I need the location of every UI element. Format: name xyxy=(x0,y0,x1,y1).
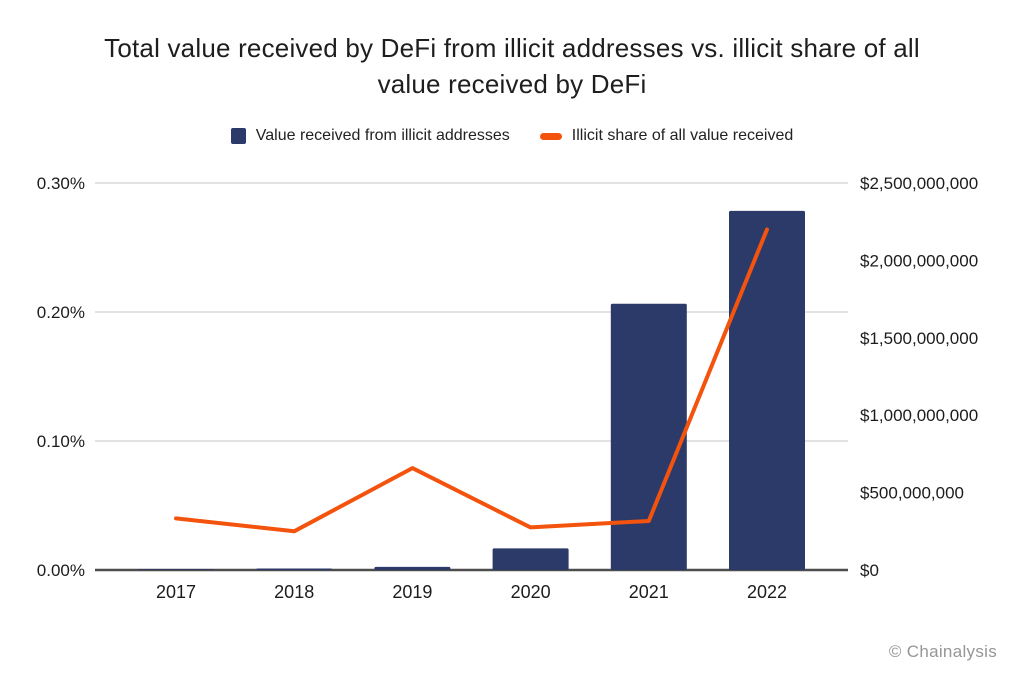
chart-title-line1: Total value received by DeFi from illici… xyxy=(104,33,920,63)
left-axis-tick-label: 0.20% xyxy=(37,303,85,322)
legend-label-line-series: Illicit share of all value received xyxy=(571,127,794,144)
x-axis-label-2018: 2018 xyxy=(274,582,314,602)
chart-title: Total value received by DeFi from illici… xyxy=(0,30,1024,102)
legend-item-bar-series: Value received from illicit addresses xyxy=(230,127,510,145)
left-axis-tick-label: 0.10% xyxy=(37,432,85,451)
legend: Value received from illicit addresses Il… xyxy=(0,127,1024,145)
right-axis-tick-label: $1,500,000,000 xyxy=(860,329,978,348)
x-axis-label-2021: 2021 xyxy=(629,582,669,602)
right-axis-tick-label: $500,000,000 xyxy=(860,484,964,503)
left-axis-tick-label: 0.30% xyxy=(37,174,85,193)
illicit-share-line xyxy=(174,227,769,534)
right-axis-tick-label: $1,000,000,000 xyxy=(860,406,978,425)
x-axis-label-2020: 2020 xyxy=(511,582,551,602)
bar-2017 xyxy=(138,569,214,570)
legend-item-line-series: Illicit share of all value received xyxy=(539,127,794,145)
bar-2021 xyxy=(610,303,687,570)
legend-label-bar-series: Value received from illicit addresses xyxy=(255,127,510,144)
x-axis-label-2019: 2019 xyxy=(392,582,432,602)
bar-2020 xyxy=(492,548,569,570)
x-axis-label-2017: 2017 xyxy=(156,582,196,602)
bar-2019 xyxy=(374,566,451,570)
chart-title-line2: value received by DeFi xyxy=(377,69,647,99)
right-axis-tick-label: $2,000,000,000 xyxy=(860,251,978,270)
bar-2018 xyxy=(256,568,333,570)
bar-series-swatch-icon xyxy=(230,128,246,144)
right-axis-tick-label: $0 xyxy=(860,561,879,580)
x-axis-label-2022: 2022 xyxy=(747,582,787,602)
line-series-swatch-icon xyxy=(539,132,562,140)
bar-2022 xyxy=(729,210,805,570)
left-axis-tick-label: 0.00% xyxy=(37,561,85,580)
right-axis-tick-label: $2,500,000,000 xyxy=(860,174,978,193)
chainalysis-credit: © Chainalysis xyxy=(888,642,997,661)
